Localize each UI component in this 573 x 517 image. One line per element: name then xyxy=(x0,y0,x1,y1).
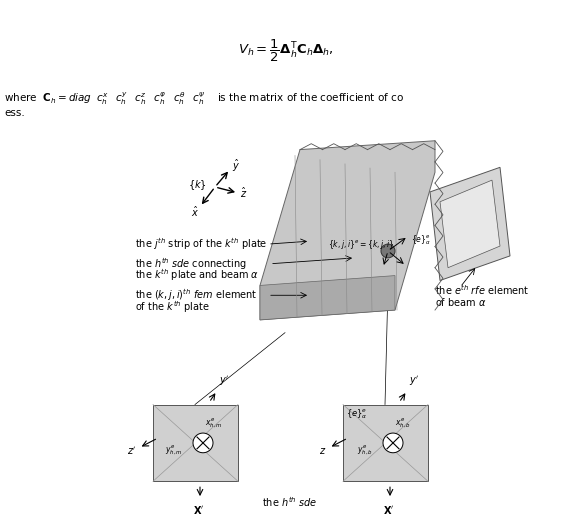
Text: $\mathbf{X'}$: $\mathbf{X'}$ xyxy=(383,504,395,516)
Polygon shape xyxy=(440,180,500,268)
Text: $\hat{z}$: $\hat{z}$ xyxy=(240,186,248,200)
Circle shape xyxy=(383,433,403,453)
Text: the $j^{th}$ strip of the $k^{th}$ plate: the $j^{th}$ strip of the $k^{th}$ plate xyxy=(135,236,268,252)
FancyBboxPatch shape xyxy=(153,404,238,481)
Circle shape xyxy=(193,433,213,453)
Polygon shape xyxy=(260,276,395,320)
Text: $z$: $z$ xyxy=(319,446,326,456)
Text: $\mathbf{X'}$: $\mathbf{X'}$ xyxy=(193,504,205,516)
Text: $z'$: $z'$ xyxy=(127,445,136,457)
Text: of the $k^{th}$ plate: of the $k^{th}$ plate xyxy=(135,299,210,315)
Text: the $h^{th}$ $sde$ connecting: the $h^{th}$ $sde$ connecting xyxy=(135,256,247,271)
Circle shape xyxy=(381,244,395,258)
Text: $\hat{y}$: $\hat{y}$ xyxy=(232,158,240,174)
Text: of beam $\alpha$: of beam $\alpha$ xyxy=(435,296,486,308)
Polygon shape xyxy=(260,141,435,320)
Text: $\{k\}$: $\{k\}$ xyxy=(188,178,207,192)
Text: $\{e\}_\alpha^e$: $\{e\}_\alpha^e$ xyxy=(411,233,431,247)
Text: $x_{h,m}^e$: $x_{h,m}^e$ xyxy=(205,417,223,430)
Text: $\{k,j,i\}^e=\{k,j,i\}$: $\{k,j,i\}^e=\{k,j,i\}$ xyxy=(328,238,394,251)
Text: $x_{h,b}^e$: $x_{h,b}^e$ xyxy=(395,417,411,430)
Text: ess.: ess. xyxy=(4,108,25,118)
Text: the $e^{th}$ $rfe$ element: the $e^{th}$ $rfe$ element xyxy=(435,283,529,297)
Text: $\hat{x}$: $\hat{x}$ xyxy=(191,205,199,219)
Text: $V_h = \dfrac{1}{2}\boldsymbol{\Delta}_h^\mathrm{T}\mathbf{C}_h\boldsymbol{\Delt: $V_h = \dfrac{1}{2}\boldsymbol{\Delta}_h… xyxy=(238,38,334,64)
Text: $y'$: $y'$ xyxy=(219,374,229,388)
Text: the $k^{th}$ plate and beam $\alpha$: the $k^{th}$ plate and beam $\alpha$ xyxy=(135,268,259,283)
Text: $y'$: $y'$ xyxy=(409,374,419,388)
Text: $y_{h,m}^e$: $y_{h,m}^e$ xyxy=(165,444,183,458)
Text: the $(k,j,i)^{th}$ $fem$ element: the $(k,j,i)^{th}$ $fem$ element xyxy=(135,287,257,303)
Text: $y_{h,b}^e$: $y_{h,b}^e$ xyxy=(357,444,373,458)
Text: the $h^{th}$ $sde$: the $h^{th}$ $sde$ xyxy=(262,495,317,509)
Text: where  $\mathbf{C}_h = diag\;\; c_h^x \;\;\; c_h^y \;\;\; c_h^z \;\;\; c_h^\varp: where $\mathbf{C}_h = diag\;\; c_h^x \;\… xyxy=(4,90,404,107)
FancyBboxPatch shape xyxy=(343,404,428,481)
Polygon shape xyxy=(430,168,510,281)
Text: $\{e\}_\alpha^e$: $\{e\}_\alpha^e$ xyxy=(346,407,368,421)
